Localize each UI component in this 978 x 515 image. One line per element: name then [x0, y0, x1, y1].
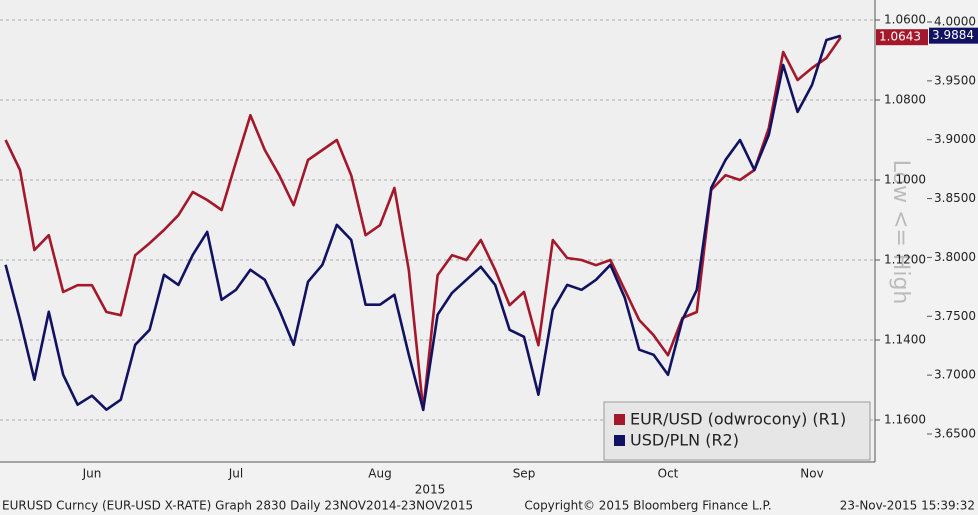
- y-tick-label: 1.1400: [884, 333, 926, 347]
- y2-tick-label: 3.9000: [934, 132, 976, 146]
- x-tick-label: Aug: [368, 467, 391, 481]
- y2-tick-label: 3.7500: [934, 309, 976, 323]
- footer-right: 23-Nov-2015 15:39:32: [840, 499, 975, 513]
- y2-tick-label: 3.7000: [934, 368, 976, 382]
- y-tick-label: 1.1000: [884, 173, 926, 187]
- last-value-label: 1.0643: [879, 30, 921, 44]
- legend-label: USD/PLN (R2): [630, 431, 739, 450]
- y2-tick-label: 3.8500: [934, 191, 976, 205]
- x-tick-label: Nov: [800, 467, 823, 481]
- x-tick-label: Jul: [228, 467, 243, 481]
- x-year-label: 2015: [415, 483, 446, 497]
- y2-tick-label: 3.9500: [934, 73, 976, 87]
- footer-left: EURUSD Curncy (EUR-USD X-RATE) Graph 283…: [2, 499, 473, 513]
- y2-tick-label: 3.8000: [934, 250, 976, 264]
- y-tick-label: 1.0800: [884, 93, 926, 107]
- x-tick-label: Oct: [658, 467, 679, 481]
- y-tick-label: 1.1200: [884, 253, 926, 267]
- x-tick-label: Sep: [513, 467, 536, 481]
- legend-label: EUR/USD (odwrocony) (R1): [630, 410, 846, 429]
- last-value-label: 3.9884: [932, 28, 974, 42]
- series-line: [4, 34, 842, 412]
- legend-box: [603, 401, 871, 461]
- y-tick-label: 1.1600: [884, 413, 926, 427]
- last-value-box: [929, 27, 978, 44]
- legend-swatch: [614, 414, 625, 425]
- footer-center: Copyright© 2015 Bloomberg Finance L.P.: [524, 499, 771, 513]
- legend: EUR/USD (odwrocony) (R1) USD/PLN (R2): [603, 401, 871, 461]
- last-value-box: [876, 29, 928, 46]
- x-tick-label: Jun: [82, 467, 102, 481]
- plot-area: [0, 0, 875, 462]
- right-axis-title: Low <= High: [888, 160, 913, 305]
- legend-swatch: [614, 435, 625, 446]
- y-tick-label: 1.0600: [884, 13, 926, 27]
- y2-tick-label: 4.0000: [934, 15, 976, 29]
- y2-tick-label: 3.6500: [934, 426, 976, 440]
